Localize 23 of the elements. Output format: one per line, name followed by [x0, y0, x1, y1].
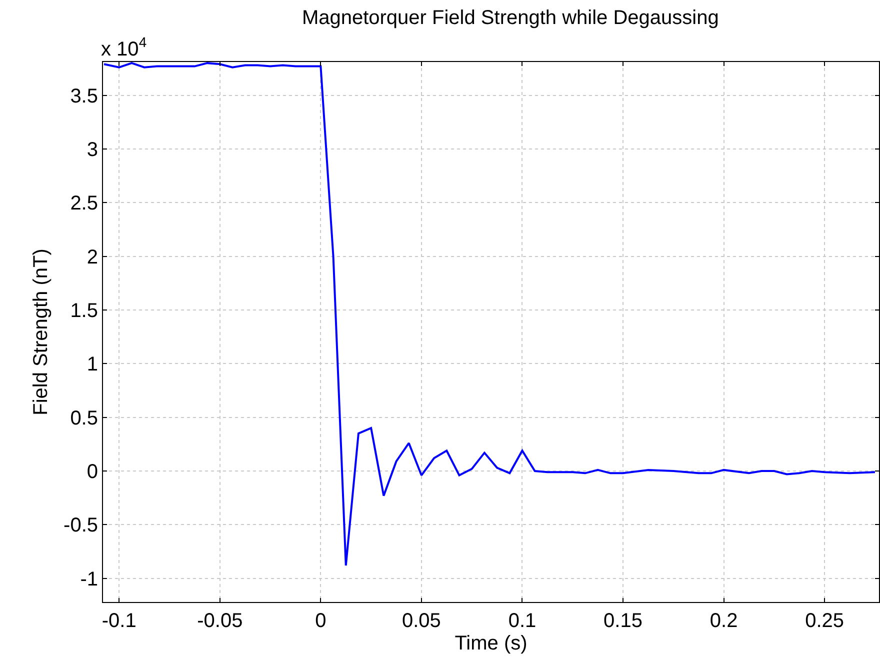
y-tick-label: 2.5 [70, 192, 98, 215]
x-tick-label: 0 [315, 610, 326, 632]
y-tick-label: 3.5 [70, 85, 98, 108]
y-tick-label: -0.5 [64, 514, 98, 537]
x-tick-label: 0.25 [805, 610, 844, 632]
y-tick-label: 0 [86, 461, 98, 484]
y-tick-label: 1 [86, 354, 98, 376]
y-tick-label: 3 [86, 138, 98, 161]
x-tick-label: -0.05 [197, 610, 243, 632]
x-tick-label: -0.1 [102, 610, 136, 632]
chart-title: Magnetorquer Field Strength while Degaussing [302, 7, 719, 30]
y-tick-label: 1.5 [70, 300, 98, 322]
x-tick-label: 0.15 [604, 610, 642, 632]
y-tick-label: 0.5 [70, 407, 98, 430]
x-tick-label: 0.05 [402, 610, 441, 632]
line-series [103, 62, 876, 566]
x-tick-label: 0.2 [710, 610, 738, 632]
x-axis-title: Time (s) [454, 632, 528, 654]
y-tick-label: -1 [80, 568, 98, 590]
x-tick-label: 0.1 [508, 610, 536, 632]
y-axis-title: Field Strength (nT) [30, 248, 52, 416]
text: x 10$^{4}$ [101, 34, 147, 60]
y-tick-label: 2 [86, 246, 98, 268]
